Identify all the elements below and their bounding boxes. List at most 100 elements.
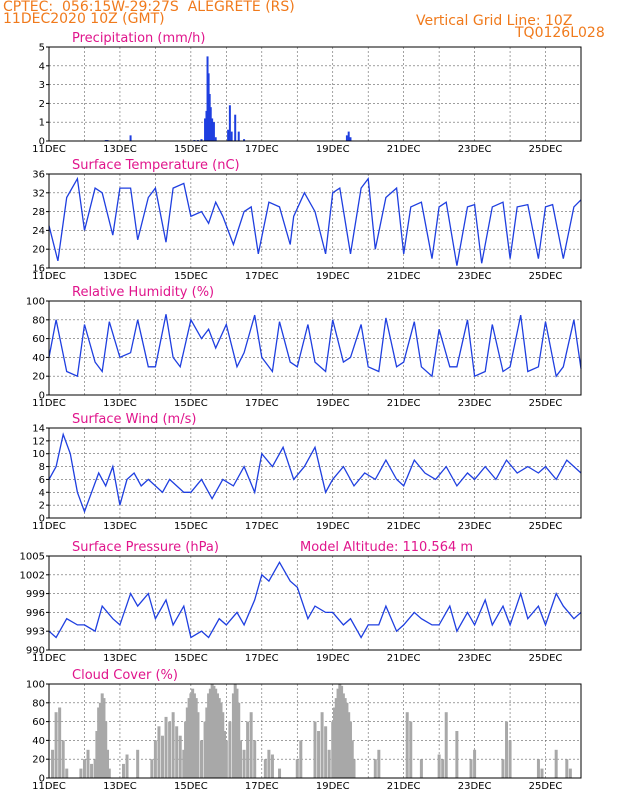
temperature-xtick-label: 23DEC [458, 271, 492, 282]
precipitation-bar [230, 131, 233, 141]
precipitation-bar [347, 131, 350, 141]
cloud-cover-bar [168, 721, 172, 778]
precipitation-xtick-label: 17DEC [245, 144, 279, 155]
cloud-cover-bar [295, 759, 299, 778]
temperature-frame [48, 173, 582, 269]
precipitation-ytick-label: 0 [39, 137, 45, 148]
cloud-cover-bar [189, 693, 193, 778]
temperature-xtick-label: 17DEC [245, 271, 279, 282]
cloud-cover-bar [187, 698, 191, 778]
cloud-cover-bar [210, 684, 214, 778]
humidity-xtick-label: 11DEC [32, 398, 66, 409]
cloud-cover-bar [100, 693, 104, 778]
pressure-ytick-label: 990 [26, 646, 45, 657]
cloud-cover-xtick-label: 11DEC [32, 781, 66, 792]
precipitation-ytick-label: 1 [39, 118, 45, 129]
precipitation-bar [345, 135, 348, 141]
cloud-cover-bar [185, 707, 189, 778]
cloud-cover-bar [233, 684, 237, 778]
cloud-cover-bar [235, 688, 239, 778]
cloud-cover-bar [107, 768, 111, 778]
cloud-cover-bar [505, 721, 509, 778]
wind-xtick-label: 19DEC [316, 521, 350, 532]
cloud-cover-bar [565, 759, 569, 778]
cloud-cover-ytick-label: 20 [32, 755, 45, 766]
pressure-ytick-label: 996 [26, 608, 45, 619]
pressure-ytick-label: 999 [26, 589, 45, 600]
cloud-cover-bar [338, 684, 342, 778]
wind-ytick-label: 14 [32, 424, 45, 435]
cloud-cover-bar [192, 693, 196, 778]
precipitation-bar [211, 118, 214, 141]
cloud-cover-bar [93, 759, 97, 778]
cloud-cover-bar [150, 759, 154, 778]
cloud-cover-bar [82, 759, 86, 778]
cloud-cover-bar [106, 749, 110, 778]
pressure-xtick-label: 19DEC [316, 653, 350, 664]
cloud-cover-bar [160, 735, 164, 778]
precipitation-bar [129, 135, 132, 141]
cloud-cover-bar [51, 749, 55, 778]
cloud-cover-bar [164, 716, 168, 778]
cloud-cover-bar [331, 721, 335, 778]
cloud-cover-bar [212, 685, 216, 778]
cloud-cover-bar [121, 763, 125, 778]
humidity-xtick-label: 25DEC [529, 398, 563, 409]
cloud-cover-title: Cloud Cover (%) [72, 668, 178, 683]
humidity-series-line [48, 314, 582, 378]
cloud-cover-bar [208, 688, 212, 778]
precipitation-bar [200, 139, 203, 141]
cloud-cover-bar [377, 749, 381, 778]
cloud-cover-bar [267, 749, 271, 778]
cloud-cover-ytick-label: 60 [32, 717, 45, 728]
cloud-cover-bar [473, 749, 477, 778]
temperature-ytick-label: 28 [32, 207, 45, 218]
cloud-cover-bar [175, 726, 179, 778]
cloud-cover-bar [194, 698, 198, 778]
temperature-xtick-label: 11DEC [32, 271, 66, 282]
temperature-title: Surface Temperature (nC) [72, 158, 240, 173]
cloud-cover-bar [313, 721, 317, 778]
pressure-ytick-label: 1002 [20, 570, 45, 581]
cloud-cover-bar [214, 688, 218, 778]
pressure-xtick-label: 15DEC [174, 653, 208, 664]
temperature-ytick-label: 16 [32, 264, 45, 275]
cloud-cover-bar [136, 749, 140, 778]
cloud-cover-bar [441, 759, 445, 778]
model-id: TQ0126L028 [515, 25, 605, 41]
cloud-cover-bar [205, 707, 209, 778]
cloud-cover-bar [95, 731, 99, 778]
temperature-ytick-label: 24 [32, 226, 45, 237]
precipitation-ytick-label: 2 [39, 99, 45, 110]
cloud-cover-bar [224, 740, 228, 778]
humidity-ytick-label: 20 [32, 372, 45, 383]
cloud-cover-bar [320, 712, 324, 778]
cloud-cover-bar [58, 707, 62, 778]
precipitation-xtick-label: 23DEC [458, 144, 492, 155]
cloud-cover-bar [215, 693, 219, 778]
humidity-xtick-label: 19DEC [316, 398, 350, 409]
wind-ytick-label: 2 [39, 501, 45, 512]
pressure-xtick-label: 23DEC [458, 653, 492, 664]
humidity-ytick-label: 80 [32, 315, 45, 326]
cloud-cover-bar [568, 768, 572, 778]
cloud-cover-bar [419, 759, 423, 778]
humidity-ytick-label: 0 [39, 391, 45, 402]
cloud-cover-xtick-label: 15DEC [174, 781, 208, 792]
cloud-cover-xtick-label: 21DEC [387, 781, 421, 792]
cloud-cover-bar [340, 685, 344, 778]
cloud-cover-bar [336, 688, 340, 778]
humidity-ytick-label: 40 [32, 353, 45, 364]
pressure-frame [48, 555, 582, 651]
wind-ytick-label: 6 [39, 475, 45, 486]
cloud-cover-bar [345, 702, 349, 778]
cloud-cover-bar [352, 759, 356, 778]
precipitation-bar [243, 139, 246, 141]
cloud-cover-bar [334, 698, 338, 778]
cloud-cover-xtick-label: 17DEC [245, 781, 279, 792]
wind-xtick-label: 17DEC [245, 521, 279, 532]
humidity-xtick-label: 21DEC [387, 398, 421, 409]
cloud-cover-bar [347, 712, 351, 778]
cloud-cover-bar [153, 740, 157, 778]
temperature-xtick-label: 13DEC [103, 271, 137, 282]
